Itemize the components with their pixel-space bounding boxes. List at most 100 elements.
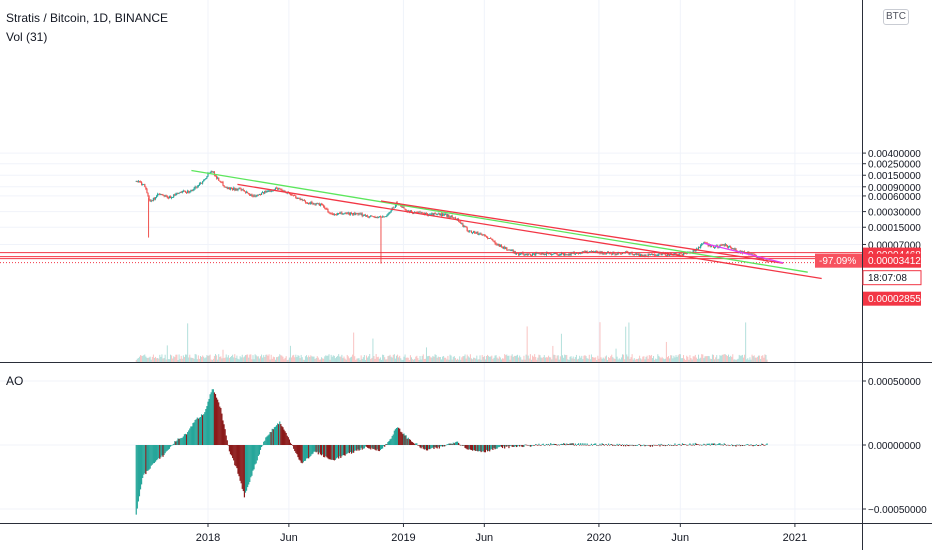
candle-body — [315, 203, 317, 205]
ao-bar — [366, 445, 369, 448]
candle-body — [756, 257, 759, 258]
volume-bar — [436, 357, 438, 362]
candle-body — [347, 212, 349, 214]
volume-bar — [176, 354, 178, 362]
ao-bar — [264, 440, 266, 445]
ao-bar — [556, 444, 558, 446]
candle-body — [478, 233, 480, 235]
volume-bar — [268, 354, 270, 362]
volume-bar — [454, 357, 456, 362]
ao-bar — [686, 444, 688, 446]
ao-legend[interactable]: AO — [6, 374, 24, 388]
ao-bar — [754, 445, 756, 446]
candle-body — [239, 188, 241, 190]
ao-bar — [248, 445, 250, 485]
volume-bar — [588, 354, 590, 362]
ao-bar — [325, 445, 327, 456]
candle-body — [305, 202, 308, 204]
ao-bar — [639, 444, 641, 445]
candle-body — [416, 212, 418, 214]
ao-bar — [512, 445, 514, 447]
candle-body — [248, 193, 250, 195]
ao-bar — [158, 445, 160, 459]
candle-body — [450, 215, 452, 218]
candle-body — [678, 253, 680, 256]
ao-bar — [515, 445, 518, 448]
ao-bar — [667, 444, 670, 445]
ao-bar — [386, 444, 388, 445]
volume-bar — [464, 354, 466, 362]
volume-bar — [694, 354, 696, 362]
volume-bar — [236, 355, 238, 362]
volume-bar — [641, 359, 643, 362]
ao-bar — [672, 445, 674, 446]
ao-bar — [547, 443, 550, 445]
candle-body — [565, 253, 567, 255]
volume-bar — [341, 354, 343, 362]
candle-body — [197, 185, 199, 187]
volume-bar — [614, 358, 616, 362]
candle-body — [188, 190, 190, 193]
ao-bar — [346, 445, 348, 454]
ao-bar — [314, 445, 316, 452]
candle-body — [679, 253, 681, 255]
volume-bar — [651, 358, 653, 362]
volume-bar — [439, 357, 441, 362]
ao-bar — [140, 445, 143, 485]
candle-body — [482, 234, 484, 236]
volume-bar — [294, 357, 296, 362]
volume-bar — [198, 358, 200, 362]
volume-bar — [528, 358, 530, 362]
ao-bar — [620, 445, 623, 447]
y-tick-label: 0.00250000 — [868, 160, 921, 171]
volume-bar — [447, 355, 449, 362]
volume-bar — [635, 358, 637, 362]
volume-bar — [435, 355, 437, 362]
volume-bar — [553, 354, 555, 362]
candle-body — [505, 247, 507, 249]
volume-bar — [632, 359, 634, 362]
volume-bar — [273, 357, 275, 362]
candle-body — [652, 254, 655, 256]
ao-bar — [611, 444, 613, 445]
volume-bar — [586, 358, 588, 362]
volume-bar — [299, 358, 301, 362]
ao-bar — [455, 441, 458, 445]
volume-bar — [665, 341, 667, 362]
ao-bar — [320, 445, 323, 456]
volume-bar — [224, 357, 226, 362]
volume-bar — [421, 355, 423, 362]
candle-body — [709, 244, 711, 247]
x-tick-label: 2021 — [783, 532, 807, 544]
candle-body — [724, 244, 726, 246]
volume-bar — [580, 357, 582, 362]
currency-scale-button[interactable]: BTC — [883, 9, 909, 25]
candle-body — [473, 231, 475, 233]
ao-bar — [375, 445, 377, 451]
candle-body — [696, 248, 699, 250]
volume-bar — [190, 357, 192, 362]
volume-bar — [226, 357, 228, 362]
ao-bar — [519, 445, 521, 447]
ao-bar — [315, 445, 317, 453]
candle-body — [303, 200, 305, 201]
volume-bar — [583, 355, 585, 362]
candle-body — [584, 251, 586, 253]
volume-bar — [575, 354, 577, 362]
ao-bar — [647, 445, 649, 446]
candle-body — [511, 250, 513, 251]
ao-bar — [652, 444, 655, 446]
volume-bar — [761, 355, 763, 362]
ao-bar — [459, 444, 461, 446]
volume-bar — [654, 359, 656, 362]
ao-bar — [641, 445, 643, 446]
candle-body — [425, 212, 428, 214]
ao-bar — [284, 431, 286, 445]
volume-bar — [272, 356, 274, 362]
volume-bar — [690, 358, 692, 362]
ao-bar — [240, 445, 242, 484]
volume-legend[interactable]: Vol (31) — [6, 30, 48, 44]
volume-bar — [578, 358, 580, 362]
